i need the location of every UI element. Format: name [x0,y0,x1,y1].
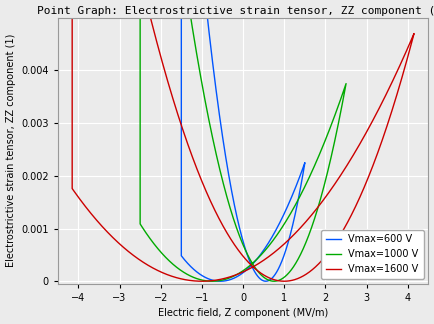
Line: Vmax=600 V: Vmax=600 V [181,0,305,281]
Vmax=1600 V [205,193,210,197]
Vmax=1600 V [166,82,171,86]
Y-axis label: Electrostrictive strain tensor, ZZ component (1): Electrostrictive strain tensor, ZZ compo… [6,34,16,268]
Line: Vmax=1000 V: Vmax=1000 V [140,0,346,281]
Vmax=1600 V [409,36,414,40]
Vmax=1600 V [199,279,204,283]
Vmax=600 V [286,237,292,240]
Vmax=600 V [214,88,219,92]
X-axis label: Electric field, Z component (MV/m): Electric field, Z component (MV/m) [158,308,328,318]
Vmax=1600 V [288,236,293,240]
Vmax=1000 V [269,240,274,244]
Vmax=1000 V [219,176,224,180]
Vmax=1000 V [342,85,348,89]
Vmax=1000 V [317,199,322,202]
Vmax=600 V [258,253,263,257]
Vmax=1600 V [368,169,373,173]
Vmax=600 V [284,246,289,250]
Vmax=600 V [218,279,223,283]
Vmax=600 V [302,163,307,167]
Line: Vmax=1600 V: Vmax=1600 V [72,0,414,281]
Vmax=1000 V [210,279,215,283]
Vmax=1000 V [313,214,318,218]
Title: Point Graph: Electrostrictive strain tensor, ZZ component (1): Point Graph: Electrostrictive strain ten… [37,6,434,16]
Vmax=1600 V [361,188,366,191]
Vmax=600 V [228,182,233,186]
Vmax=1000 V [196,60,201,64]
Legend: Vmax=600 V, Vmax=1000 V, Vmax=1600 V: Vmax=600 V, Vmax=1000 V, Vmax=1600 V [321,230,424,279]
